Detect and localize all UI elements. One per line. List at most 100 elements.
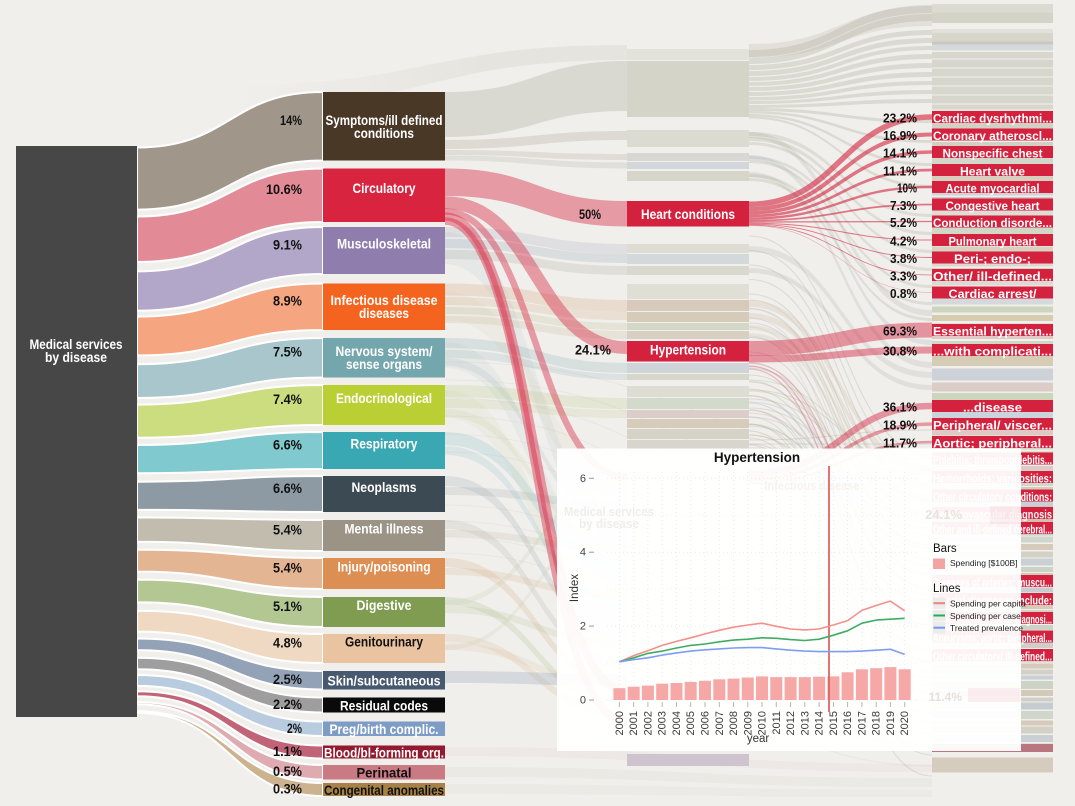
svg-text:Aortic; peripheral...: Aortic; peripheral... <box>933 436 1052 450</box>
svg-text:Peripheral/ viscer...: Peripheral/ viscer... <box>933 418 1052 432</box>
svg-text:2010: 2010 <box>757 711 769 735</box>
svg-text:Treated prevalence: Treated prevalence <box>950 623 1023 633</box>
svg-text:by disease: by disease <box>579 516 639 531</box>
svg-text:2019: 2019 <box>885 711 897 735</box>
svg-text:2018: 2018 <box>871 711 883 735</box>
svg-text:Genitourinary: Genitourinary <box>345 633 423 649</box>
svg-text:Skin/subcutaneous: Skin/subcutaneous <box>328 673 441 689</box>
svg-text:Pulmonary heart: Pulmonary heart <box>949 234 1037 248</box>
svg-text:Congestive heart: Congestive heart <box>946 199 1040 213</box>
svg-text:6: 6 <box>580 473 586 485</box>
svg-text:Perinatal: Perinatal <box>357 765 412 781</box>
svg-text:by disease: by disease <box>45 349 107 365</box>
svg-text:Nonspecific chest: Nonspecific chest <box>943 146 1043 160</box>
svg-text:Musculoskeletal: Musculoskeletal <box>337 235 431 251</box>
svg-text:Medical services: Medical services <box>30 336 123 352</box>
svg-text:9.1%: 9.1% <box>273 236 302 252</box>
svg-text:Residual codes: Residual codes <box>340 697 428 713</box>
svg-text:2020: 2020 <box>899 711 911 735</box>
svg-text:10%: 10% <box>897 181 917 196</box>
svg-text:2014: 2014 <box>814 711 826 735</box>
svg-text:Lines: Lines <box>933 583 961 595</box>
svg-text:11.4%: 11.4% <box>929 690 963 704</box>
svg-text:2.2%: 2.2% <box>273 696 302 712</box>
svg-text:2012: 2012 <box>785 711 797 735</box>
svg-text:Blood/bl-forming org.: Blood/bl-forming org. <box>324 744 444 760</box>
svg-text:50%: 50% <box>579 206 601 222</box>
svg-text:Infectious disease: Infectious disease <box>765 478 860 493</box>
svg-text:Cardiac dysrhythmi...: Cardiac dysrhythmi... <box>933 111 1052 125</box>
svg-text:23.2%: 23.2% <box>883 111 917 126</box>
svg-text:14%: 14% <box>280 112 302 128</box>
svg-text:0.3%: 0.3% <box>273 781 302 797</box>
svg-text:2016: 2016 <box>842 711 854 735</box>
svg-text:2: 2 <box>580 621 586 633</box>
svg-text:...with complicati...: ...with complicati... <box>933 344 1052 358</box>
svg-text:Digestive: Digestive <box>357 597 412 613</box>
svg-text:Neoplasms: Neoplasms <box>352 479 417 495</box>
svg-text:...disease: ...disease <box>963 400 1022 414</box>
svg-text:2009: 2009 <box>742 711 754 735</box>
svg-text:Coronary atheroscl...: Coronary atheroscl... <box>933 129 1052 143</box>
svg-text:5.4%: 5.4% <box>273 521 302 537</box>
svg-text:16.9%: 16.9% <box>883 128 917 143</box>
svg-text:sense organs: sense organs <box>346 356 422 372</box>
svg-text:24.1%: 24.1% <box>925 507 962 522</box>
svg-text:Essential hyperten...: Essential hyperten... <box>933 324 1052 338</box>
svg-text:0.5%: 0.5% <box>273 763 302 779</box>
svg-text:30.8%: 30.8% <box>883 344 917 359</box>
svg-text:Heart conditions: Heart conditions <box>641 206 735 222</box>
svg-text:2017: 2017 <box>856 711 868 735</box>
svg-text:Other/ ill-defined...: Other/ ill-defined... <box>933 269 1052 283</box>
svg-text:Index: Index <box>569 574 581 602</box>
svg-text:2.5%: 2.5% <box>273 671 302 687</box>
svg-text:3.3%: 3.3% <box>890 269 917 284</box>
svg-text:10.6%: 10.6% <box>266 181 302 197</box>
svg-text:Spending per capita: Spending per capita <box>950 599 1026 609</box>
svg-text:Nervous system/: Nervous system/ <box>336 343 433 359</box>
svg-text:69.3%: 69.3% <box>883 324 917 339</box>
svg-text:1.1%: 1.1% <box>273 743 302 759</box>
svg-text:Preg/birth complic.: Preg/birth complic. <box>330 721 439 737</box>
svg-text:14.1%: 14.1% <box>883 146 917 161</box>
svg-text:18.9%: 18.9% <box>883 418 917 433</box>
svg-text:2007: 2007 <box>714 711 726 735</box>
svg-text:2006: 2006 <box>700 711 712 735</box>
svg-text:2002: 2002 <box>642 711 654 735</box>
svg-text:2001: 2001 <box>628 711 640 735</box>
svg-text:2015: 2015 <box>828 711 840 735</box>
svg-text:11.1%: 11.1% <box>883 164 917 179</box>
svg-text:6.6%: 6.6% <box>273 436 302 452</box>
svg-text:Heart valve: Heart valve <box>960 164 1025 178</box>
svg-text:Hypertension: Hypertension <box>714 450 800 465</box>
svg-text:5.4%: 5.4% <box>273 559 302 575</box>
svg-text:7.3%: 7.3% <box>890 198 917 213</box>
svg-text:3.8%: 3.8% <box>890 251 917 266</box>
svg-text:conditions: conditions <box>354 125 414 141</box>
svg-text:Injury/poisoning: Injury/poisoning <box>338 558 431 574</box>
svg-text:4.8%: 4.8% <box>273 634 302 650</box>
svg-text:36.1%: 36.1% <box>883 400 917 415</box>
svg-text:2004: 2004 <box>671 711 683 735</box>
svg-text:Mental illness: Mental illness <box>345 520 424 536</box>
svg-text:Symptoms/ill defined: Symptoms/ill defined <box>326 112 443 128</box>
svg-text:0.8%: 0.8% <box>890 286 917 301</box>
svg-text:Spending [$100B]: Spending [$100B] <box>950 558 1018 568</box>
svg-text:Infectious disease: Infectious disease <box>331 292 438 308</box>
svg-text:5.2%: 5.2% <box>890 215 917 230</box>
svg-text:Bars: Bars <box>933 543 957 555</box>
svg-text:2000: 2000 <box>614 711 626 735</box>
svg-text:Respiratory: Respiratory <box>351 435 418 451</box>
svg-text:Acute myocardial: Acute myocardial <box>946 181 1040 195</box>
svg-text:2011: 2011 <box>771 711 783 735</box>
svg-text:Congenital anomalies: Congenital anomalies <box>324 782 444 798</box>
svg-text:2%: 2% <box>287 720 302 736</box>
svg-text:2008: 2008 <box>728 711 740 735</box>
svg-text:11.7%: 11.7% <box>883 436 917 451</box>
svg-text:Cardiac arrest/: Cardiac arrest/ <box>949 287 1038 301</box>
svg-text:year: year <box>747 733 770 745</box>
svg-text:Spending per case: Spending per case <box>950 611 1021 621</box>
svg-text:2013: 2013 <box>799 711 811 735</box>
svg-text:0: 0 <box>580 695 586 707</box>
svg-text:7.4%: 7.4% <box>273 391 302 407</box>
